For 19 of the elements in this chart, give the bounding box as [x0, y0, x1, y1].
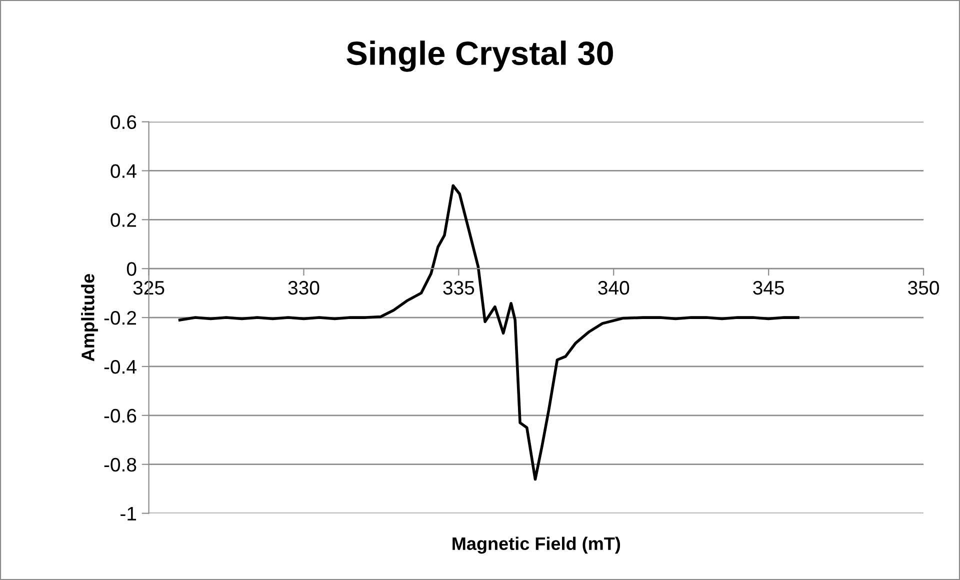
- y-tick-label: -0.2: [104, 311, 136, 325]
- x-tick-label: 335: [443, 280, 474, 295]
- y-tick-label: -0.4: [104, 360, 136, 374]
- x-tick-label: 325: [133, 280, 164, 295]
- x-tick-label: 345: [753, 280, 784, 295]
- x-tick-label: 340: [598, 280, 630, 295]
- y-tick-label: -0.8: [104, 458, 136, 472]
- chart-title: Single Crystal 30: [346, 40, 613, 72]
- x-axis-title: Magnetic Field (mT): [452, 536, 620, 554]
- x-tick-label: 330: [288, 280, 320, 295]
- y-tick-label: 0.2: [110, 213, 136, 227]
- y-axis-title: Amplitude: [81, 274, 98, 362]
- y-tick-label: 0.4: [110, 164, 136, 178]
- y-tick-label: 0.6: [110, 115, 136, 130]
- y-tick-label: 0: [126, 262, 136, 276]
- y-tick-label: -1: [120, 506, 136, 520]
- line-series: [178, 184, 800, 481]
- y-tick-label: -0.6: [104, 408, 136, 423]
- x-tick-label: 350: [908, 280, 939, 295]
